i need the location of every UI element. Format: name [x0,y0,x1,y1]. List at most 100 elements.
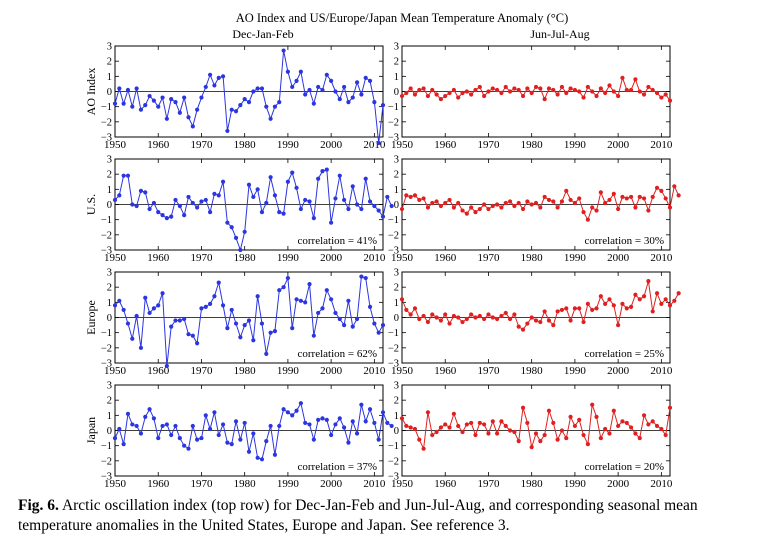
x-tick-label: 1950 [104,252,127,264]
data-point [372,420,377,426]
data-point [333,89,338,94]
data-point [316,310,321,316]
data-point [469,205,474,210]
data-point [620,419,625,424]
data-point [346,440,351,445]
figure: AO Index and US/Europe/Japan Mean Temper… [84,11,681,490]
data-point [281,407,286,412]
data-point [430,312,435,317]
data-point [611,303,616,308]
data-point [594,414,599,419]
data-point [233,235,239,240]
y-tick-label: −2 [101,230,112,241]
data-point [285,410,291,415]
data-point [628,87,634,93]
data-point [650,419,655,424]
data-point [285,275,291,281]
data-point [438,318,444,323]
data-point [598,86,603,91]
data-point [130,202,135,207]
data-point [143,190,148,195]
data-point [147,206,152,212]
data-point [568,318,573,323]
data-point [350,324,355,329]
data-point [412,193,418,198]
x-tick-label: 1960 [434,365,457,377]
y-tick-label: −1 [101,215,112,226]
data-point [160,291,165,296]
data-point [125,173,131,178]
data-point [624,87,629,93]
data-point [303,300,308,305]
y-tick-label: 3 [394,155,399,166]
data-point [616,206,621,212]
data-point [590,307,595,313]
data-point [164,216,169,221]
data-point [130,104,135,109]
x-tick-label: 1960 [147,139,170,151]
data-point [603,200,608,206]
data-point [469,92,474,97]
data-point [147,310,152,316]
data-point [486,89,491,94]
data-point [285,69,291,74]
data-point [559,84,565,90]
data-point [559,428,565,433]
data-point [659,95,664,100]
data-point [212,83,217,88]
data-point [507,316,513,322]
x-tick-label: 2010 [650,252,673,264]
data-point [503,423,508,429]
data-point [389,203,394,209]
data-point [646,208,651,213]
data-point [220,74,226,79]
data-point [255,86,260,91]
data-point [486,312,491,317]
data-point [590,402,595,407]
data-point [520,405,526,410]
data-point [112,101,118,106]
data-point [494,431,500,436]
data-point [650,309,655,314]
y-tick-label: 3 [394,268,399,279]
data-point [220,422,226,427]
x-tick-label: 1960 [434,252,457,264]
data-point [143,103,148,108]
data-point [473,432,478,438]
data-point [203,304,208,309]
data-point [417,437,422,442]
data-point [363,275,368,281]
y-tick-label: 1 [394,72,399,83]
data-point [542,309,547,314]
data-point [603,90,608,96]
data-point [637,435,642,441]
y-tick-label: 1 [394,298,399,309]
data-point [380,103,386,108]
data-point [207,72,213,77]
data-point [421,196,426,201]
data-point [134,313,139,319]
y-tick-label: 2 [394,283,399,294]
data-point [598,435,603,441]
data-point [421,86,426,91]
data-point [251,89,256,94]
data-point [624,420,629,426]
data-point [329,432,334,438]
data-point [160,423,165,429]
data-point [572,87,578,93]
correlation-label: correlation = 30% [584,235,664,247]
data-point [134,86,139,91]
data-point [195,437,200,442]
data-point [290,84,295,90]
data-point [672,184,677,189]
y-tick-label: 0 [107,426,112,437]
data-point [341,425,347,430]
data-point [512,86,517,91]
data-point [320,169,325,174]
data-point [516,87,521,93]
data-point [359,274,364,279]
data-point [264,351,269,356]
data-point [499,90,504,96]
data-point [182,95,187,100]
data-point [225,220,230,225]
